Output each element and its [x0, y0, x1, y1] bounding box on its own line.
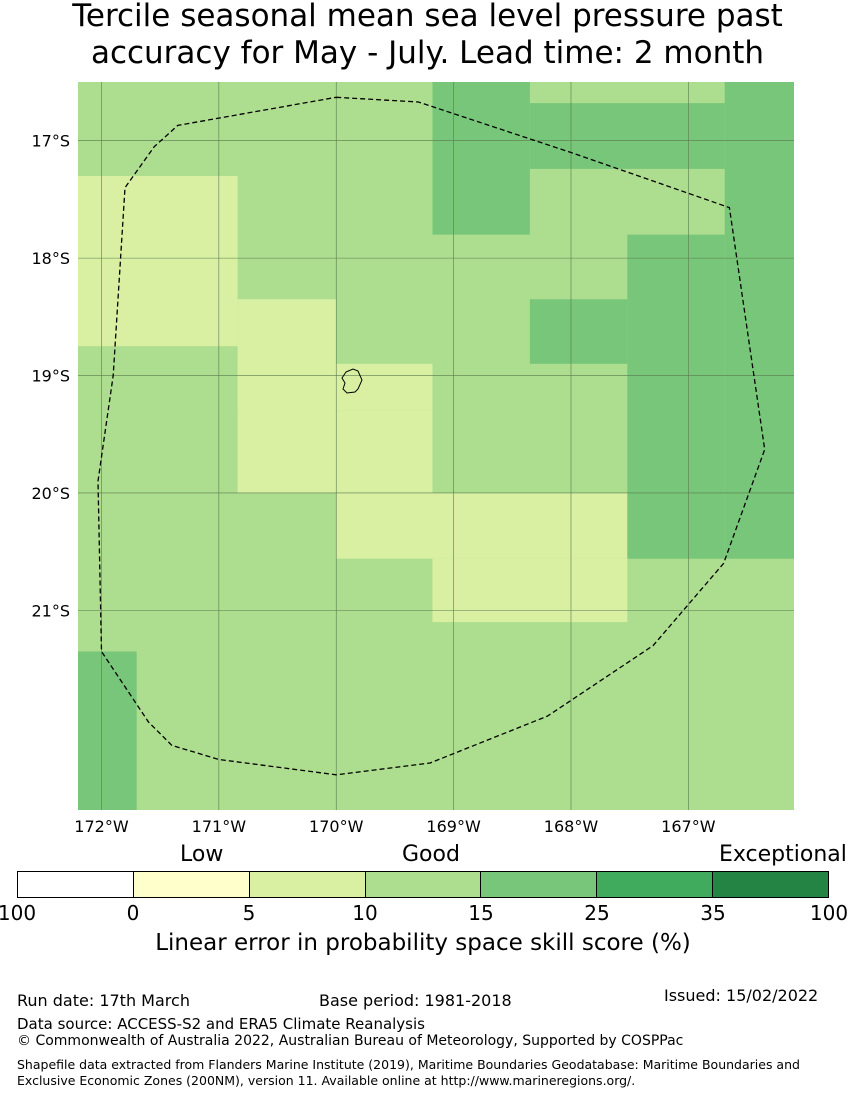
grid-cell: [529, 299, 628, 364]
grid-cells-layer: [78, 82, 794, 810]
colorbar-segment: [597, 872, 714, 897]
latitude-label: 20°S: [31, 484, 70, 503]
colorbar-tick: 100: [809, 901, 849, 925]
grid-cell: [336, 492, 628, 559]
colorbar-segment: [249, 872, 366, 897]
colorbar-tick: 10: [352, 901, 378, 925]
legend-category-exceptional: Exceptional: [719, 842, 847, 867]
longitude-label: 168°W: [544, 817, 599, 836]
latitude-label: 17°S: [31, 132, 70, 151]
colorbar: [17, 871, 829, 898]
colorbar-tick: 100: [0, 901, 37, 925]
longitude-label: 171°W: [192, 817, 247, 836]
colorbar-axis-label: Linear error in probability space skill …: [155, 930, 691, 956]
colorbar-segment: [481, 872, 598, 897]
graticule-layer: [78, 82, 794, 810]
shapefile-credit: Shapefile data extracted from Flanders M…: [17, 1057, 800, 1088]
grid-cell: [627, 234, 725, 559]
grid-cell: [432, 558, 628, 623]
colorbar-tick: 5: [242, 901, 256, 925]
legend-category-low: Low: [180, 842, 224, 867]
longitude-label: 169°W: [426, 817, 481, 836]
grid-cell: [432, 82, 530, 235]
colorbar-tick: 35: [700, 901, 726, 925]
colorbar-tick: 0: [126, 901, 140, 925]
longitude-label: 172°W: [74, 817, 129, 836]
colorbar-tick: 15: [468, 901, 494, 925]
run-date: Run date: 17th March: [17, 991, 190, 1010]
issued-date: Issued: 15/02/2022: [664, 986, 819, 1005]
base-period: Base period: 1981-2018: [319, 991, 512, 1010]
colorbar-tick: 25: [584, 901, 610, 925]
grid-cell: [237, 410, 433, 493]
latitude-label: 21°S: [31, 601, 70, 620]
longitude-labels: 172°W 171°W 170°W 169°W 168°W 167°W: [74, 817, 715, 836]
colorbar-segment: [713, 872, 829, 897]
niue-island-outline: [341, 368, 363, 394]
grid-cell: [78, 175, 238, 347]
data-source: Data source: ACCESS-S2 and ERA5 Climate …: [17, 1015, 425, 1033]
latitude-labels: 17°S 18°S 19°S 20°S 21°S: [31, 132, 70, 621]
legend-category-good: Good: [402, 842, 460, 867]
latitude-label: 18°S: [31, 249, 70, 268]
colorbar-segment: [18, 872, 134, 897]
colorbar-segment: [133, 872, 250, 897]
longitude-label: 170°W: [309, 817, 364, 836]
grid-cell: [237, 363, 433, 411]
map-title: Tercile seasonal mean sea level pressure…: [72, 0, 783, 71]
grid-cell: [78, 651, 137, 810]
grid-cell: [529, 103, 725, 169]
latitude-label: 19°S: [31, 367, 70, 386]
eez-boundary: [97, 96, 766, 776]
skill-score-map: 17°S 18°S 19°S 20°S 21°S 172°W 171°W 170°W 169°…: [31, 82, 794, 836]
longitude-label: 167°W: [661, 817, 716, 836]
copyright-notice: © Commonwealth of Australia 2022, Austra…: [17, 1033, 684, 1049]
colorbar-segment: [365, 872, 482, 897]
grid-cell: [724, 82, 794, 559]
